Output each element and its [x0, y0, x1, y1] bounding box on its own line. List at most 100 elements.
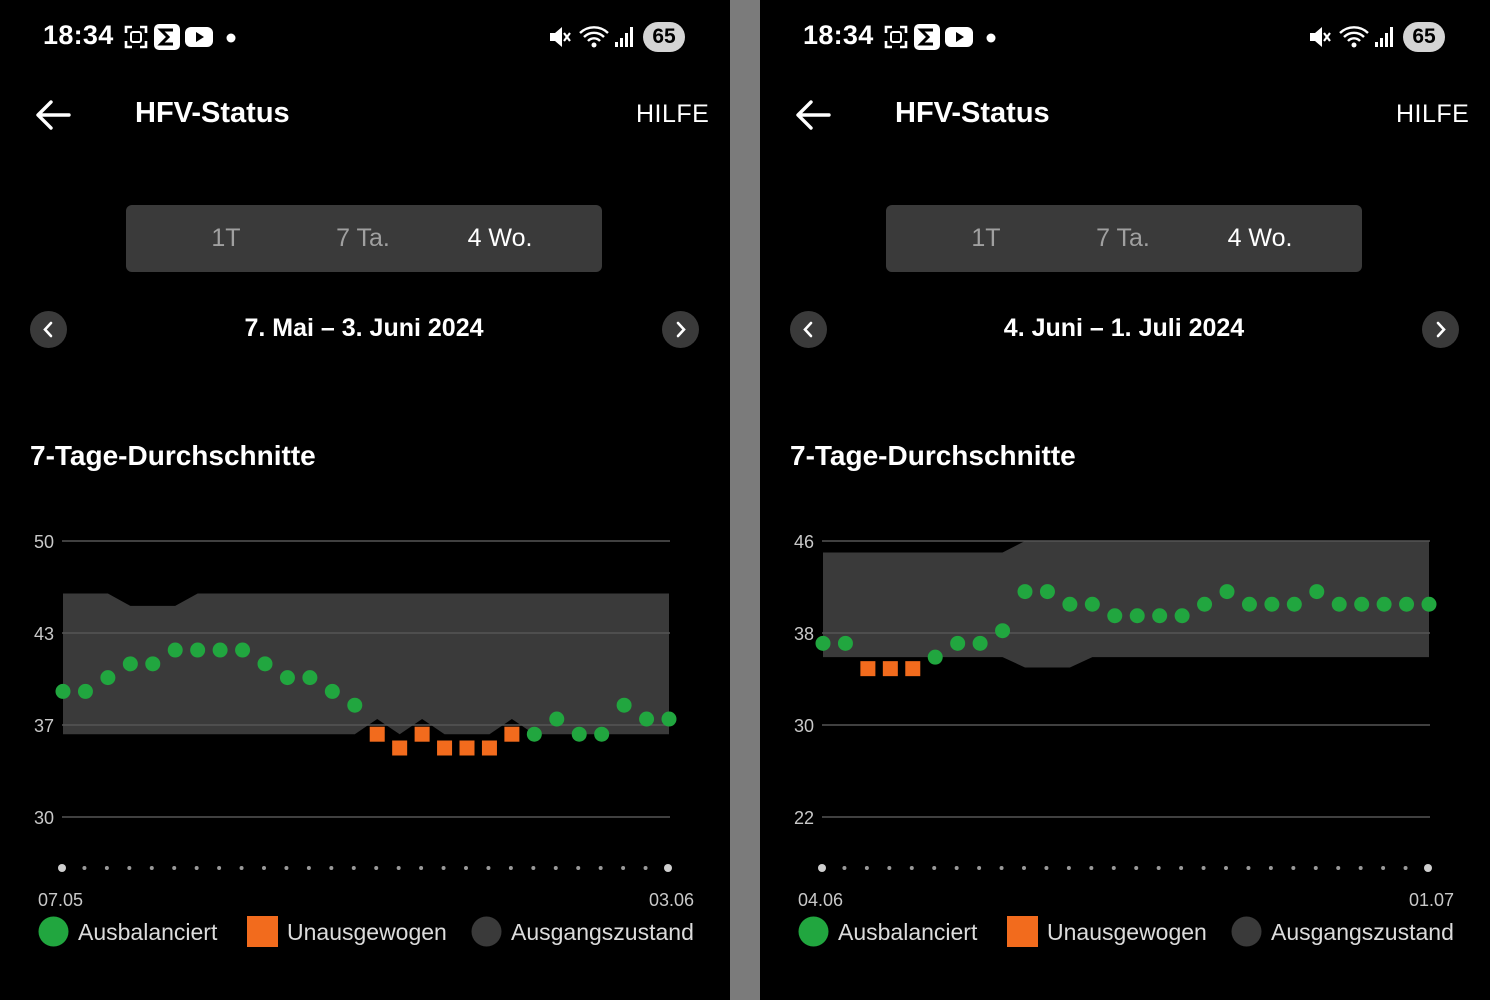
balanced-point: [927, 649, 943, 665]
x-axis-day-marker: [1179, 866, 1184, 870]
balanced-point: [212, 642, 228, 658]
balanced-point: [235, 642, 251, 658]
x-axis-day-marker: [508, 866, 513, 870]
tab-7-days[interactable]: 7 Ta.: [1096, 224, 1150, 252]
balanced-point: [1241, 596, 1257, 612]
balanced-swatch: [798, 916, 829, 947]
balanced-point: [1174, 608, 1190, 624]
x-axis-day-marker: [864, 866, 869, 870]
y-tick-label: 30: [794, 716, 814, 736]
help-button[interactable]: HILFE: [636, 100, 710, 128]
hrv-chart: 50 43 37 30 07.05 03.06: [34, 532, 694, 910]
next-period-button[interactable]: [1422, 311, 1459, 348]
dot-icon: [226, 33, 236, 43]
x-axis-day-marker: [1156, 866, 1161, 870]
balanced-point: [1354, 596, 1370, 612]
balanced-point: [324, 683, 340, 699]
y-tick-label: 30: [34, 808, 54, 828]
wifi-icon: [579, 26, 609, 48]
unbalanced-point: [882, 661, 898, 677]
x-axis-day-marker: [842, 866, 847, 870]
next-period-button[interactable]: [662, 311, 699, 348]
x-axis-day-marker: [1381, 866, 1386, 870]
y-tick-label: 43: [34, 624, 54, 644]
x-axis-start-label: 07.05: [38, 890, 83, 910]
battery-indicator: 65: [643, 22, 685, 52]
x-axis-day-marker: [194, 866, 199, 870]
tab-7-days[interactable]: 7 Ta.: [336, 224, 390, 252]
balanced-point: [1084, 596, 1100, 612]
balanced-point: [950, 635, 966, 651]
x-axis-day-marker: [643, 866, 648, 870]
camera-capture-icon: [884, 25, 908, 49]
x-axis-day-marker: [1336, 866, 1341, 870]
balanced-point: [837, 635, 853, 651]
x-axis-day-marker: [374, 866, 379, 870]
youtube-icon: [185, 27, 213, 47]
x-axis-day-marker: [1424, 864, 1432, 872]
dot-icon: [986, 33, 996, 43]
balanced-point: [1399, 596, 1415, 612]
balanced-point: [257, 656, 273, 672]
unbalanced-point: [369, 726, 385, 742]
previous-period-button[interactable]: [790, 311, 827, 348]
unbalanced-point: [860, 661, 876, 677]
baseline-range-band: [63, 593, 669, 735]
unbalanced-point: [459, 740, 475, 756]
tab-1-day[interactable]: 1T: [971, 224, 1001, 252]
x-axis-day-marker: [284, 866, 289, 870]
balanced-point: [1197, 596, 1213, 612]
balanced-point: [594, 726, 610, 742]
previous-period-button[interactable]: [30, 311, 67, 348]
hrv-chart: 46 38 30 22 04.06 01.07: [794, 532, 1454, 910]
back-arrow-icon[interactable]: [793, 95, 833, 135]
balanced-point: [1017, 584, 1033, 600]
x-axis-day-marker: [351, 866, 356, 870]
x-axis-day-marker: [1224, 866, 1228, 870]
balanced-point: [1309, 584, 1325, 600]
balanced-point: [661, 711, 677, 727]
x-axis-day-marker: [127, 866, 132, 870]
balanced-point: [1039, 584, 1055, 600]
legend-label: Unausgewogen: [1047, 919, 1207, 945]
x-axis-day-marker: [887, 866, 892, 870]
balanced-point: [190, 642, 206, 658]
back-arrow-icon[interactable]: [33, 95, 73, 135]
x-axis-day-marker: [598, 866, 603, 870]
tab-4-weeks[interactable]: 4 Wo.: [1227, 224, 1293, 252]
legend-label: Ausgangszustand: [1271, 919, 1454, 945]
balanced-point: [1107, 608, 1123, 624]
x-axis-day-marker: [1134, 866, 1139, 870]
x-axis-day-marker: [818, 864, 826, 872]
chevron-left-icon: [803, 321, 813, 338]
x-axis-day-marker: [1111, 866, 1116, 870]
balanced-point: [1152, 608, 1168, 624]
page-title: HFV-Status: [135, 97, 290, 129]
youtube-icon: [945, 27, 973, 47]
chevron-left-icon: [43, 321, 53, 338]
balanced-point: [815, 635, 831, 651]
balanced-point: [279, 670, 295, 686]
date-range-label: 7. Mai – 3. Juni 2024: [244, 314, 484, 342]
balanced-point: [1331, 596, 1347, 612]
x-axis-day-marker: [464, 866, 468, 870]
x-axis-day-marker: [576, 866, 581, 870]
x-axis-day-marker: [262, 866, 266, 870]
tab-1-day[interactable]: 1T: [211, 224, 241, 252]
status-time: 18:34: [803, 20, 874, 50]
x-axis-day-marker: [999, 866, 1004, 870]
balanced-swatch: [38, 916, 69, 947]
unbalanced-point: [437, 740, 453, 756]
date-range-label: 4. Juni – 1. Juli 2024: [1003, 314, 1245, 342]
x-axis-day-marker: [104, 866, 109, 870]
balanced-point: [1286, 596, 1302, 612]
x-axis-day-marker: [909, 866, 914, 870]
x-axis-day-marker: [1403, 866, 1408, 870]
wifi-icon: [1339, 26, 1369, 48]
x-axis-day-marker: [486, 866, 491, 870]
tab-4-weeks[interactable]: 4 Wo.: [467, 224, 533, 252]
x-axis-day-marker: [441, 866, 446, 870]
help-button[interactable]: HILFE: [1396, 100, 1470, 128]
balanced-point: [972, 635, 988, 651]
x-axis-day-marker: [664, 864, 672, 872]
